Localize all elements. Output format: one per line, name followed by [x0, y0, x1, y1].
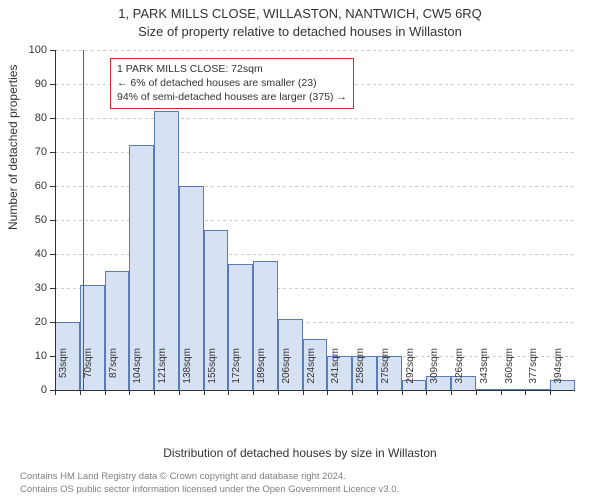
- annotation-line3: 94% of semi-detached houses are larger (…: [117, 90, 347, 104]
- y-tick-label: 30: [17, 282, 47, 294]
- y-tick-label: 0: [17, 384, 47, 396]
- y-tick-label: 20: [17, 316, 47, 328]
- x-axis-line: [55, 390, 575, 391]
- y-tick-label: 40: [17, 248, 47, 260]
- grid-line: [55, 118, 575, 119]
- annotation-box: 1 PARK MILLS CLOSE: 72sqm ← 6% of detach…: [110, 58, 354, 109]
- y-tick-label: 100: [17, 44, 47, 56]
- chart-container: 1, PARK MILLS CLOSE, WILLASTON, NANTWICH…: [0, 0, 600, 500]
- property-marker-line: [83, 50, 84, 390]
- footer-line1: Contains HM Land Registry data © Crown c…: [20, 471, 590, 483]
- y-tick-label: 90: [17, 78, 47, 90]
- y-tick-label: 70: [17, 146, 47, 158]
- y-tick-label: 80: [17, 112, 47, 124]
- grid-line: [55, 50, 575, 51]
- y-tick-label: 60: [17, 180, 47, 192]
- footer-attribution: Contains HM Land Registry data © Crown c…: [20, 471, 590, 496]
- annotation-line2: ← 6% of detached houses are smaller (23): [117, 76, 347, 90]
- x-axis-label: Distribution of detached houses by size …: [0, 446, 600, 460]
- chart-subtitle: Size of property relative to detached ho…: [0, 24, 600, 39]
- chart-title-address: 1, PARK MILLS CLOSE, WILLASTON, NANTWICH…: [0, 6, 600, 21]
- y-tick-label: 10: [17, 350, 47, 362]
- chart-plot: 010203040506070809010053sqm70sqm87sqm104…: [55, 50, 575, 390]
- annotation-line1: 1 PARK MILLS CLOSE: 72sqm: [117, 62, 347, 76]
- footer-line2: Contains OS public sector information li…: [20, 484, 590, 496]
- y-axis-line: [55, 50, 56, 390]
- y-tick-label: 50: [17, 214, 47, 226]
